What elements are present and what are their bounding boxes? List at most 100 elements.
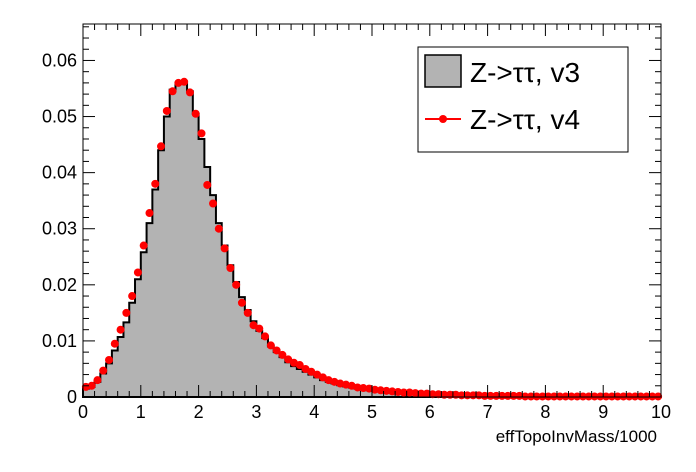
y-tick-label: 0.01 <box>42 331 77 351</box>
data-point-v4 <box>359 384 368 393</box>
data-point-v4 <box>607 392 616 401</box>
data-point-v4 <box>399 388 408 397</box>
y-tick-label: 0 <box>67 387 77 407</box>
data-point-v4 <box>550 392 559 401</box>
data-point-v4 <box>197 129 206 138</box>
data-point-v4 <box>486 391 495 400</box>
legend-swatch-v3 <box>424 54 462 88</box>
data-point-v4 <box>555 392 564 401</box>
data-point-v4 <box>87 381 96 390</box>
data-point-v4 <box>99 366 108 375</box>
y-tick-label: 0.05 <box>42 107 77 127</box>
data-point-v4 <box>417 389 426 398</box>
data-point-v4 <box>145 209 154 218</box>
data-point-v4 <box>544 392 553 401</box>
data-point-v4 <box>93 376 102 385</box>
data-point-v4 <box>237 298 246 307</box>
x-tick-label: 3 <box>251 402 261 422</box>
legend-label-v3: Z->ττ, v3 <box>470 57 580 88</box>
data-point-v4 <box>284 355 293 364</box>
data-point-v4 <box>376 386 385 395</box>
data-point-v4 <box>122 308 131 317</box>
data-point-v4 <box>480 391 489 400</box>
data-point-v4 <box>590 392 599 401</box>
data-point-v4 <box>203 180 212 189</box>
data-point-v4 <box>388 387 397 396</box>
data-point-v4 <box>619 392 628 401</box>
data-point-v4 <box>405 388 414 397</box>
x-tick-label: 0 <box>78 402 88 422</box>
data-point-v4 <box>232 280 241 289</box>
data-point-v4 <box>509 391 518 400</box>
data-point-v4 <box>561 392 570 401</box>
data-point-v4 <box>128 292 137 301</box>
data-point-v4 <box>630 392 639 401</box>
legend-label-v4: Z->ττ, v4 <box>470 104 580 135</box>
data-point-v4 <box>295 361 304 370</box>
data-point-v4 <box>370 385 379 394</box>
data-point-v4 <box>573 392 582 401</box>
data-point-v4 <box>498 391 507 400</box>
data-point-v4 <box>220 244 229 253</box>
data-point-v4 <box>151 179 160 188</box>
x-tick-label: 10 <box>651 402 671 422</box>
x-tick-label: 8 <box>540 402 550 422</box>
data-point-v4 <box>278 350 287 359</box>
data-point-v4 <box>434 390 443 399</box>
data-point-v4 <box>532 392 541 401</box>
data-point-v4 <box>261 332 270 341</box>
x-axis-label: effTopoInvMass/1000 <box>496 427 657 446</box>
data-point-v4 <box>648 392 657 401</box>
y-tick-label: 0.06 <box>42 50 77 70</box>
x-tick-label: 6 <box>425 402 435 422</box>
data-point-v4 <box>538 392 547 401</box>
x-tick-label: 4 <box>309 402 319 422</box>
data-point-v4 <box>584 392 593 401</box>
data-point-v4 <box>243 308 252 317</box>
data-point-v4 <box>521 392 530 401</box>
data-point-v4 <box>642 392 651 401</box>
data-point-v4 <box>180 77 189 86</box>
legend: Z->ττ, v3 Z->ττ, v4 <box>417 46 629 153</box>
data-point-v4 <box>249 321 258 330</box>
data-point-v4 <box>105 355 114 364</box>
data-point-v4 <box>157 142 166 151</box>
x-tick-label: 9 <box>598 402 608 422</box>
data-point-v4 <box>353 383 362 392</box>
y-axis: 0 0.01 0.02 0.03 0.04 0.05 0.06 <box>42 26 661 407</box>
y-tick-label: 0.02 <box>42 275 77 295</box>
data-point-v4 <box>162 106 171 115</box>
data-point-v4 <box>116 325 125 334</box>
x-tick-label: 2 <box>194 402 204 422</box>
data-point-v4 <box>185 88 194 97</box>
data-point-v4 <box>578 392 587 401</box>
data-point-v4 <box>515 391 524 400</box>
x-axis: 0 1 2 3 4 5 6 7 8 9 10 <box>78 24 671 422</box>
markers-v4-layer <box>81 77 663 401</box>
data-point-v4 <box>214 224 223 233</box>
data-point-v4 <box>110 339 119 348</box>
data-point-v4 <box>272 346 281 355</box>
data-point-v4 <box>133 268 142 277</box>
data-point-v4 <box>613 392 622 401</box>
data-point-v4 <box>596 392 605 401</box>
x-tick-label: 5 <box>367 402 377 422</box>
data-point-v4 <box>636 392 645 401</box>
data-point-v4 <box>394 387 403 396</box>
data-point-v4 <box>266 341 275 350</box>
data-point-v4 <box>255 324 264 333</box>
data-point-v4 <box>428 390 437 399</box>
data-point-v4 <box>492 391 501 400</box>
data-point-v4 <box>139 241 148 250</box>
data-point-v4 <box>567 392 576 401</box>
data-point-v4 <box>226 263 235 272</box>
data-point-v4 <box>191 109 200 118</box>
legend-marker-v4 <box>439 115 447 123</box>
data-point-v4 <box>209 199 218 208</box>
data-point-v4 <box>411 389 420 398</box>
x-tick-label: 1 <box>136 402 146 422</box>
data-point-v4 <box>526 392 535 401</box>
y-tick-label: 0.04 <box>42 163 77 183</box>
data-point-v4 <box>654 392 663 401</box>
